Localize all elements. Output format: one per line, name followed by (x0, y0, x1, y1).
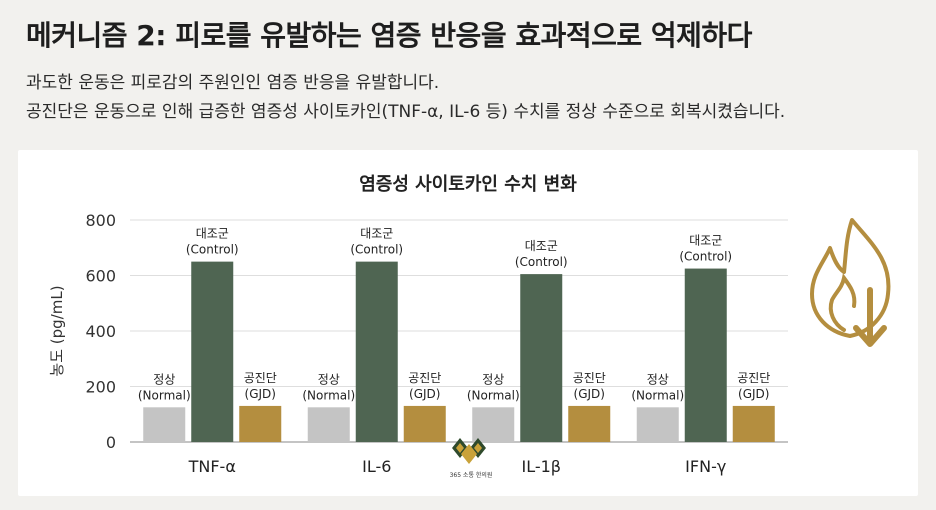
subtitle-line-1: 과도한 운동은 피로감의 주원인인 염증 반응을 유발합니다. (26, 73, 440, 93)
bar-label-line2: (Control) (679, 250, 732, 264)
subtitle-line-2: 공진단은 운동으로 인해 급증한 염증성 사이토카인(TNF-α, IL-6 등… (26, 102, 786, 122)
x-tick-label: IL-6 (362, 457, 391, 476)
bar-label-line2: (Control) (350, 243, 403, 257)
bar-2-1 (403, 405, 446, 442)
bar-label-line1: 대조군 (689, 234, 722, 248)
bar-0-0 (143, 407, 186, 442)
bar-label-line1: 정상 (318, 372, 340, 386)
bar-label-line2: (Control) (515, 255, 568, 269)
bar-2-3 (732, 405, 775, 442)
bar-label-line2: (GJD) (738, 387, 769, 401)
bar-label-line2: (Normal) (631, 388, 684, 402)
chart-title: 염증성 사이토카인 수치 변화 (359, 174, 577, 195)
bar-label-line2: (GJD) (574, 387, 605, 401)
bar-0-2 (472, 407, 515, 442)
x-tick-label: IL-1β (521, 457, 561, 476)
bar-label-line1: 정상 (482, 372, 504, 386)
bar-label-line2: (GJD) (409, 387, 440, 401)
y-tick-label: 600 (85, 267, 116, 286)
bar-label-line1: 대조군 (525, 239, 558, 253)
bar-1-1 (355, 261, 398, 442)
x-tick-label: IFN-γ (685, 457, 726, 476)
bar-label-line1: 정상 (153, 372, 175, 386)
bar-label-line1: 대조군 (196, 227, 229, 241)
bar-label-line1: 공진단 (408, 371, 441, 385)
bar-2-2 (568, 405, 611, 442)
bar-label-line2: (Normal) (138, 388, 191, 402)
flame-down-arrow-icon (810, 218, 891, 347)
bar-1-0 (191, 261, 234, 442)
clinic-logo-text: 365 소통 한의원 (449, 472, 493, 479)
bar-1-3 (684, 268, 727, 442)
bar-label-line2: (Control) (186, 243, 239, 257)
bar-label-line1: 정상 (647, 372, 669, 386)
bar-label-line1: 공진단 (573, 371, 606, 385)
page-title: 메커니즘 2: 피로를 유발하는 염증 반응을 효과적으로 억제하다 (26, 19, 752, 52)
bar-0-3 (636, 407, 679, 442)
y-axis-label: 농도 (pg/mL) (48, 285, 66, 376)
bar-1-2 (520, 274, 563, 442)
y-tick-label: 800 (85, 211, 116, 230)
x-tick-label: TNF-α (188, 457, 236, 476)
clinic-logo (452, 438, 486, 464)
y-tick-label: 0 (106, 433, 116, 452)
bar-label-line1: 공진단 (737, 371, 770, 385)
y-tick-label: 200 (85, 378, 116, 397)
y-tick-label: 400 (85, 322, 116, 341)
bar-label-line1: 대조군 (360, 227, 393, 241)
bar-0-1 (307, 407, 350, 442)
bar-label-line2: (Normal) (302, 388, 355, 402)
bar-label-line2: (GJD) (245, 387, 276, 401)
bar-2-0 (239, 405, 282, 442)
bar-label-line2: (Normal) (467, 388, 520, 402)
bar-label-line1: 공진단 (244, 371, 277, 385)
